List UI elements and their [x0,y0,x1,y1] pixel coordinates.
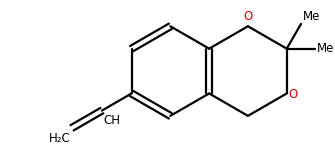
Text: O: O [243,10,253,23]
Text: Me: Me [303,10,320,23]
Text: Me: Me [317,42,335,55]
Text: O: O [289,88,298,101]
Text: CH: CH [104,114,121,127]
Text: H₂C: H₂C [49,132,70,145]
